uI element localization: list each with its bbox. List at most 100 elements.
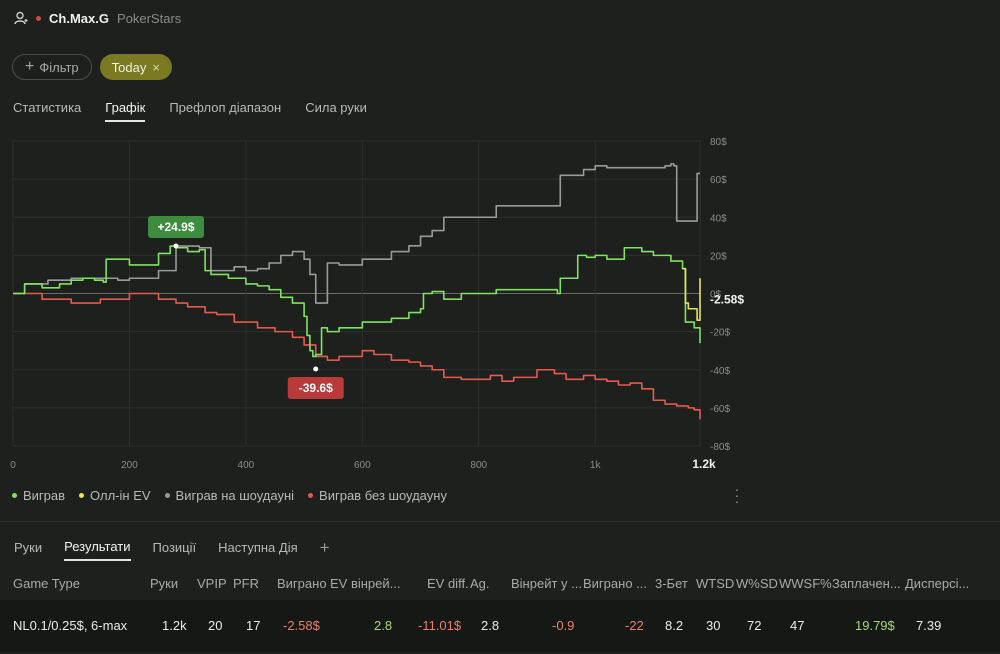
close-icon[interactable]: ×	[152, 59, 160, 75]
add-tab-icon[interactable]: +	[319, 538, 330, 557]
cell-pfr: 17	[246, 618, 261, 633]
y-tick-label: 80$	[710, 137, 727, 148]
tab-preflop-range[interactable]: Префлоп діапазон	[169, 100, 282, 115]
player-header: Ch.Max.G PokerStars	[14, 8, 181, 28]
x-tick-label: 600	[354, 460, 371, 471]
series-line-allin-ev	[682, 267, 701, 321]
x-tick-label: 800	[470, 460, 487, 471]
series-line-showdown	[13, 163, 700, 304]
cell-3bet: 8.2	[665, 618, 684, 633]
legend-item-non-showdown[interactable]: Виграв без шоудауну	[308, 488, 447, 503]
poker-site: PokerStars	[116, 10, 182, 26]
legend-item-allin-ev[interactable]: Олл-ін EV	[79, 488, 151, 503]
tab-results[interactable]: Результати	[64, 539, 131, 561]
annotation-badge	[287, 376, 344, 399]
col-vpip[interactable]: VPIP	[197, 576, 227, 591]
col-won-2[interactable]: Виграно ...	[583, 576, 647, 591]
table-header: Game Type Руки VPIP PFR Виграно EV вінре…	[0, 568, 1000, 600]
cell-hands: 1.2k	[162, 618, 187, 633]
cell-game-type: NL0.1/0.25$, 6-max	[13, 618, 128, 633]
x-tick-label: 1k	[590, 460, 602, 471]
series-line-non-showdown	[13, 292, 701, 420]
filter-bar: + Фільтр Today ×	[12, 54, 172, 80]
cell-paid: 19.79$	[855, 618, 895, 633]
active-filter-today[interactable]: Today ×	[99, 54, 172, 80]
status-dot	[36, 15, 41, 21]
cell-ev-winrate: 2.8	[374, 618, 393, 633]
y-tick-label: 0$	[710, 290, 722, 301]
col-won[interactable]: Виграно	[277, 576, 327, 591]
current-value-label: -2.58$	[710, 292, 744, 306]
cell-vpip: 20	[208, 618, 223, 633]
series-line-won	[13, 245, 701, 358]
col-paid[interactable]: Заплачен...	[832, 576, 901, 591]
x-tick-label: 400	[238, 460, 255, 471]
annotation-badge	[148, 216, 205, 239]
cell-won-2: -22	[625, 618, 644, 633]
legend-item-won[interactable]: Виграв	[12, 488, 65, 503]
col-hands[interactable]: Руки	[150, 576, 179, 591]
main-tabs: Статистика Графік Префлоп діапазон Сила …	[13, 100, 367, 122]
results-tabs: Руки Результати Позиції Наступна Дія +	[14, 538, 330, 562]
peak-label: +24.9$	[157, 220, 194, 234]
cell-won: -2.58$	[283, 618, 320, 633]
legend-label: Виграв	[23, 488, 66, 503]
legend-swatch	[308, 493, 314, 498]
player-name: Ch.Max.G	[49, 10, 109, 26]
y-tick-label: 20$	[710, 251, 727, 262]
legend-label: Виграв без шоудауну	[319, 488, 447, 503]
col-variance[interactable]: Дисперсі...	[905, 576, 970, 591]
tab-hand-strength[interactable]: Сила руки	[305, 100, 367, 115]
chart-legend: Виграв Олл-ін EV Виграв на шоудауні Вигр…	[12, 488, 447, 503]
col-wtsd[interactable]: WTSD	[696, 576, 735, 591]
legend-swatch	[79, 493, 85, 498]
y-tick-label: 40$	[710, 213, 727, 224]
tab-next-action[interactable]: Наступна Дія	[218, 540, 298, 555]
annotation-point	[313, 366, 319, 372]
col-game-type[interactable]: Game Type	[13, 576, 80, 591]
tab-hands[interactable]: Руки	[14, 540, 43, 555]
x-tick-label: 200	[121, 460, 138, 471]
active-filter-label: Today	[111, 59, 147, 75]
legend-label: Олл-ін EV	[90, 488, 151, 503]
y-tick-label: -40$	[710, 366, 730, 377]
more-options-icon[interactable]: · · ·	[734, 481, 740, 509]
cell-wsd: 72	[747, 618, 762, 633]
legend-item-showdown[interactable]: Виграв на шоудауні	[164, 488, 295, 503]
legend-label: Виграв на шоудауні	[175, 488, 295, 503]
col-3bet[interactable]: 3-Бет	[655, 576, 688, 591]
col-aggression[interactable]: Ag.	[470, 576, 490, 591]
tab-statistics[interactable]: Статистика	[13, 100, 82, 115]
y-tick-label: -20$	[710, 328, 730, 339]
y-tick-label: -80$	[710, 442, 730, 453]
divider	[0, 521, 1000, 522]
profit-chart: 80$ 60$ 40$ 20$ 0$ -20$ -40$ -60$ -80$ 0 200 400 600…	[10, 137, 744, 471]
legend-swatch	[164, 493, 170, 498]
y-tick-label: -60$	[710, 404, 730, 415]
y-tick-label: 60$	[710, 175, 727, 186]
x-tick-label: 0	[10, 460, 16, 471]
cell-wtsd: 30	[706, 618, 721, 633]
results-table: Game Type Руки VPIP PFR Виграно EV вінре…	[0, 568, 1000, 652]
tab-graph[interactable]: Графік	[105, 100, 146, 122]
cell-aggression: 2.8	[481, 618, 500, 633]
col-wwsf[interactable]: WWSF%	[779, 576, 832, 591]
col-winrate[interactable]: Вінрейт у ...	[511, 576, 582, 591]
table-row[interactable]: NL0.1/0.25$, 6-max 1.2k 20 17 -2.58$ 2.8…	[0, 600, 1000, 652]
cell-winrate: -0.9	[552, 618, 575, 633]
col-ev-diff[interactable]: EV diff.	[427, 576, 469, 591]
x-tick-label: 1.2k	[692, 457, 716, 471]
col-pfr[interactable]: PFR	[233, 576, 259, 591]
add-filter-label: Фільтр	[39, 59, 79, 75]
user-icon[interactable]	[14, 11, 28, 25]
cell-ev-diff: -11.01$	[418, 618, 462, 633]
col-wsd[interactable]: W%SD	[736, 576, 778, 591]
tab-positions[interactable]: Позиції	[152, 540, 197, 555]
cell-wwsf: 47	[790, 618, 805, 633]
annotation-point	[173, 243, 179, 249]
col-ev-winrate[interactable]: EV вінрей...	[330, 576, 401, 591]
legend-swatch	[12, 493, 17, 498]
cell-variance: 7.39	[916, 618, 942, 633]
add-filter-button[interactable]: + Фільтр	[12, 54, 92, 80]
trough-label: -39.6$	[299, 381, 333, 395]
